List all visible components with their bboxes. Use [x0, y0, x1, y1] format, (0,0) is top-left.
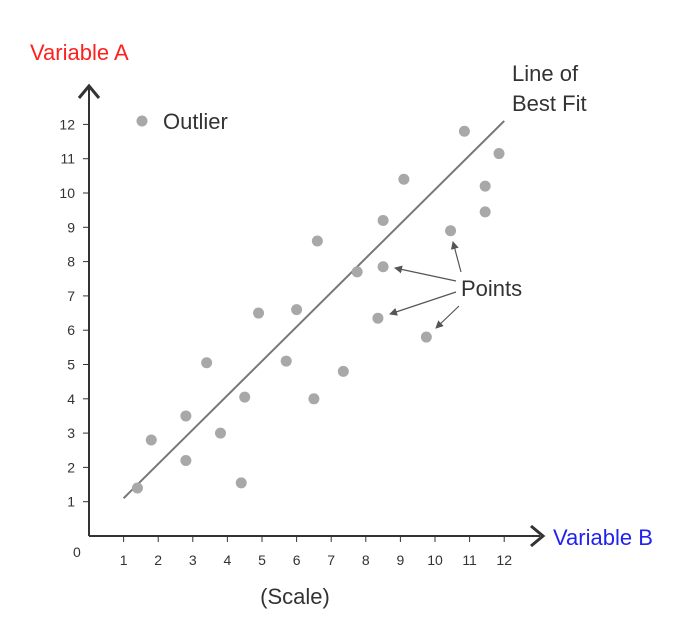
y-tick-label: 3 — [67, 425, 75, 441]
data-point — [493, 148, 505, 160]
y-tick-label: 11 — [60, 151, 75, 167]
best-fit-line — [122, 120, 505, 499]
points-annotation: Points — [389, 241, 522, 329]
data-point — [145, 434, 157, 446]
y-tick-label: 12 — [59, 116, 75, 132]
x-axis-sublabel: (Scale) — [260, 584, 330, 609]
data-point — [420, 331, 432, 343]
best-fit-label-line1: Line of — [512, 61, 579, 86]
data-point — [253, 307, 265, 319]
data-point — [131, 482, 143, 494]
data-point — [235, 477, 247, 489]
data-point — [377, 261, 389, 273]
x-tick-label: 9 — [397, 552, 405, 568]
x-tick-label: 7 — [327, 552, 335, 568]
data-point — [479, 206, 491, 218]
y-tick-label: 4 — [67, 391, 75, 407]
legend-outlier-marker — [136, 115, 148, 127]
y-tick-label: 6 — [67, 322, 75, 338]
legend: Outlier — [136, 109, 228, 134]
data-point — [445, 225, 457, 237]
best-fit-line-group — [122, 120, 505, 499]
legend-outlier-label: Outlier — [163, 109, 228, 134]
points-arrow-3 — [450, 241, 462, 273]
data-point — [458, 125, 470, 137]
y-tick-label: 5 — [67, 357, 75, 373]
y-tick-label: 10 — [59, 185, 75, 201]
points-label: Points — [461, 276, 522, 301]
x-tick-label: 5 — [258, 552, 266, 568]
y-tick-label: 9 — [67, 219, 75, 235]
best-fit-label-line2: Best Fit — [512, 91, 587, 116]
data-point — [479, 180, 491, 192]
y-tick-label: 8 — [67, 254, 75, 270]
y-tick-label: 1 — [67, 494, 75, 510]
x-tick-label: 3 — [189, 552, 197, 568]
axes — [77, 83, 546, 548]
data-point — [398, 173, 410, 185]
data-point — [311, 235, 323, 247]
data-point — [372, 312, 384, 324]
origin-label: 0 — [73, 544, 81, 560]
y-axis-arrowhead — [77, 83, 101, 99]
x-axis-arrowhead — [530, 524, 546, 548]
y-axis-title: Variable A — [30, 40, 129, 65]
y-tick-label: 7 — [67, 288, 75, 304]
data-point — [291, 304, 303, 316]
x-tick-label: 2 — [154, 552, 162, 568]
data-point — [308, 393, 320, 405]
data-point — [280, 355, 292, 367]
points-arrow-4 — [435, 305, 460, 329]
data-points — [131, 125, 505, 494]
data-point — [180, 410, 192, 422]
x-tick-label: 8 — [362, 552, 370, 568]
x-tick-label: 6 — [293, 552, 301, 568]
x-tick-label: 10 — [427, 552, 443, 568]
x-tick-label: 1 — [120, 552, 128, 568]
points-arrow-1 — [394, 265, 457, 282]
x-tick-label: 12 — [496, 552, 512, 568]
data-point — [180, 455, 192, 467]
x-tick-label: 11 — [462, 552, 477, 568]
data-point — [201, 357, 213, 369]
x-axis-title: Variable B — [553, 525, 653, 550]
data-point — [337, 365, 349, 377]
data-point — [351, 266, 363, 278]
points-arrow-2 — [389, 291, 457, 316]
y-tick-label: 2 — [67, 459, 75, 475]
data-point — [377, 214, 389, 226]
data-point — [239, 391, 251, 403]
x-tick-label: 4 — [224, 552, 232, 568]
data-point — [214, 427, 226, 439]
